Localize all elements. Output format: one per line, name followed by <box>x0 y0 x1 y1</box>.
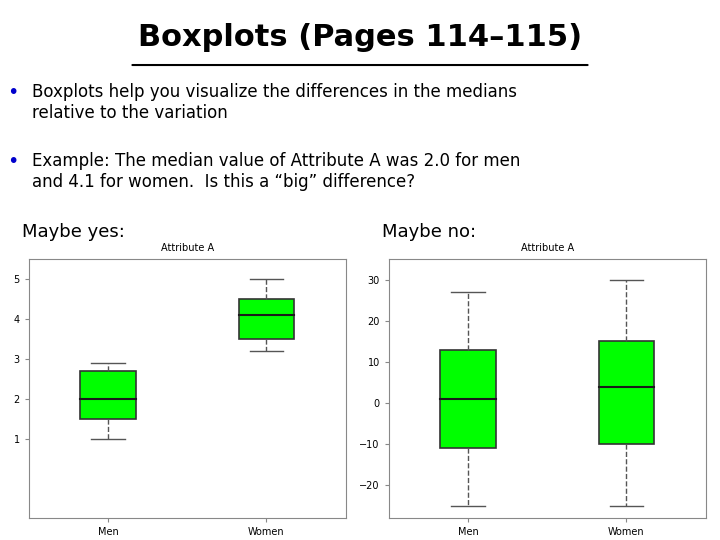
FancyBboxPatch shape <box>441 350 496 448</box>
Text: Maybe yes:: Maybe yes: <box>22 223 125 241</box>
Title: Attribute A: Attribute A <box>521 243 574 253</box>
Title: Attribute A: Attribute A <box>161 243 214 253</box>
Text: Boxplots help you visualize the differences in the medians
relative to the varia: Boxplots help you visualize the differen… <box>32 83 518 122</box>
Text: •: • <box>7 83 19 102</box>
Text: •: • <box>7 152 19 172</box>
Text: Boxplots (Pages 114–115): Boxplots (Pages 114–115) <box>138 23 582 52</box>
FancyBboxPatch shape <box>80 371 135 418</box>
Text: Example: The median value of Attribute A was 2.0 for men
and 4.1 for women.  Is : Example: The median value of Attribute A… <box>32 152 521 191</box>
FancyBboxPatch shape <box>599 341 654 444</box>
FancyBboxPatch shape <box>238 299 294 339</box>
Text: Maybe no:: Maybe no: <box>382 223 476 241</box>
